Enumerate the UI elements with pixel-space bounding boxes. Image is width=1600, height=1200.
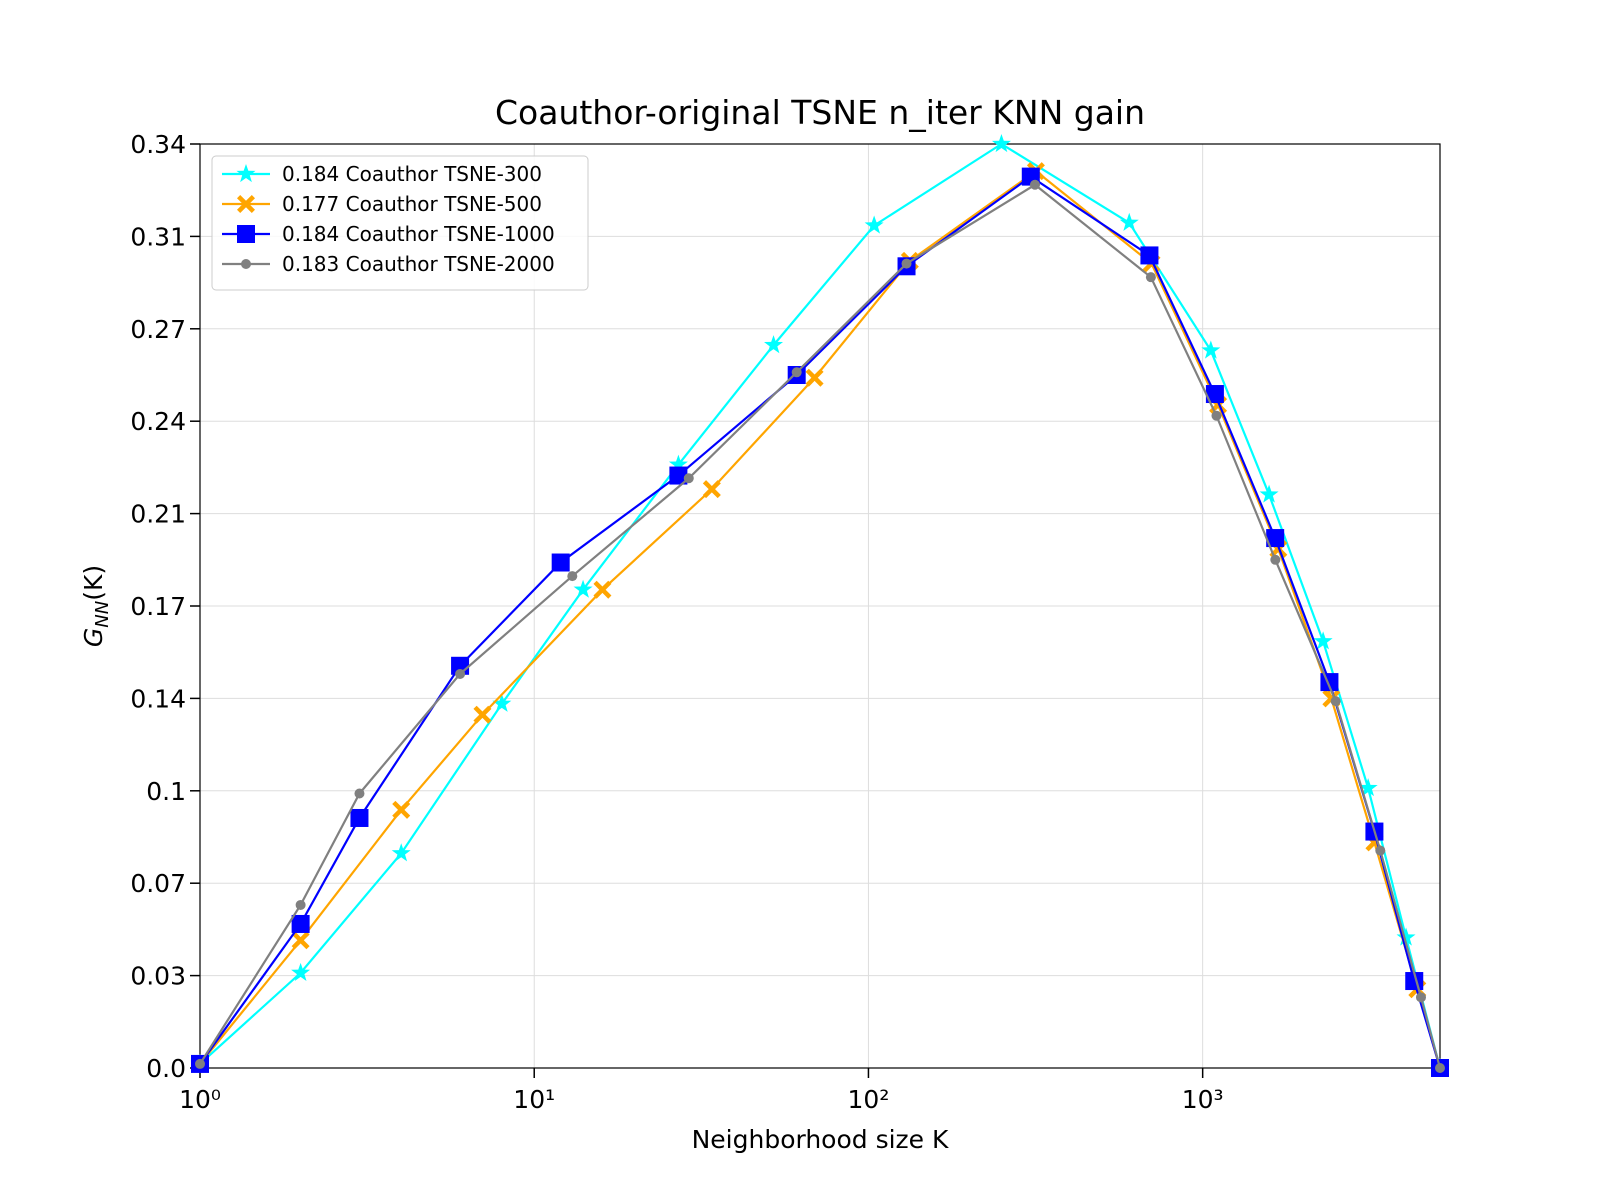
marker (1270, 554, 1281, 565)
x-tick-label: 10³ (1182, 1085, 1224, 1114)
marker (295, 899, 306, 910)
legend-label: 0.184 Coauthor TSNE-300 (282, 162, 542, 186)
marker (805, 368, 824, 387)
series-line (199, 183, 1442, 1069)
y-tick-label: 0.34 (130, 130, 186, 159)
y-tick-label: 0.14 (130, 684, 186, 713)
marker (864, 215, 884, 234)
legend-box (211, 155, 589, 291)
marker (1313, 631, 1333, 650)
marker (683, 473, 694, 484)
marker (291, 931, 310, 950)
legend-marker (237, 225, 255, 243)
legend-marker (236, 164, 256, 183)
y-tick-label: 0.1 (146, 777, 186, 806)
y-tick-label: 0.21 (130, 500, 186, 529)
x-tick-label: 10¹ (513, 1085, 555, 1114)
y-tick-label: 0.17 (130, 592, 186, 621)
x-axis-label: Neighborhood size K (692, 1125, 949, 1154)
y-tick-label: 0.03 (130, 962, 186, 991)
marker (492, 693, 512, 712)
marker (1266, 529, 1285, 548)
marker (350, 808, 369, 827)
marker (1211, 410, 1222, 421)
y-tick-label: 0.07 (130, 869, 186, 898)
y-tick-label: 0.31 (130, 222, 186, 251)
marker (551, 553, 570, 572)
marker (1358, 778, 1378, 797)
y-tick-label: 0.0 (146, 1054, 186, 1083)
series-line (199, 175, 1442, 1069)
marker (702, 480, 721, 499)
legend-marker (241, 259, 251, 269)
marker (1375, 845, 1386, 856)
marker (1259, 484, 1279, 503)
marker (791, 367, 802, 378)
chart-title: Coauthor-original TSNE n_iter KNN gain (495, 93, 1145, 132)
marker (1140, 246, 1159, 265)
marker (1396, 927, 1416, 946)
marker (1145, 272, 1156, 283)
legend-label: 0.183 Coauthor TSNE-2000 (282, 252, 555, 276)
y-tick-label: 0.24 (130, 407, 186, 436)
legend-marker (237, 195, 255, 213)
marker (354, 788, 365, 799)
y-axis-label: GNN(K) (79, 565, 113, 647)
marker (392, 800, 411, 819)
marker (291, 914, 310, 933)
x-tick-label: 10⁰ (179, 1085, 221, 1114)
marker (573, 579, 593, 598)
marker (669, 466, 688, 485)
series-line (199, 169, 1442, 1069)
marker (455, 668, 466, 679)
marker (1330, 696, 1341, 707)
x-tick-label: 10² (848, 1085, 890, 1114)
marker (291, 962, 311, 981)
marker (195, 1058, 205, 1069)
marker (391, 843, 411, 862)
marker (473, 705, 492, 724)
marker (1201, 340, 1221, 359)
marker (1415, 992, 1426, 1003)
series-line (199, 142, 1442, 1069)
y-tick-label: 0.27 (130, 315, 186, 344)
marker (567, 571, 578, 582)
marker (901, 258, 912, 269)
marker (1435, 1063, 1445, 1073)
plot-frame (199, 143, 1441, 1069)
marker (1029, 179, 1040, 190)
marker (764, 335, 784, 354)
marker (1205, 385, 1224, 404)
marker (593, 580, 612, 599)
legend-label: 0.184 Coauthor TSNE-1000 (282, 222, 555, 246)
marker (668, 454, 688, 473)
marker (991, 134, 1011, 153)
legend-label: 0.177 Coauthor TSNE-500 (282, 192, 542, 216)
marker (1119, 212, 1139, 231)
